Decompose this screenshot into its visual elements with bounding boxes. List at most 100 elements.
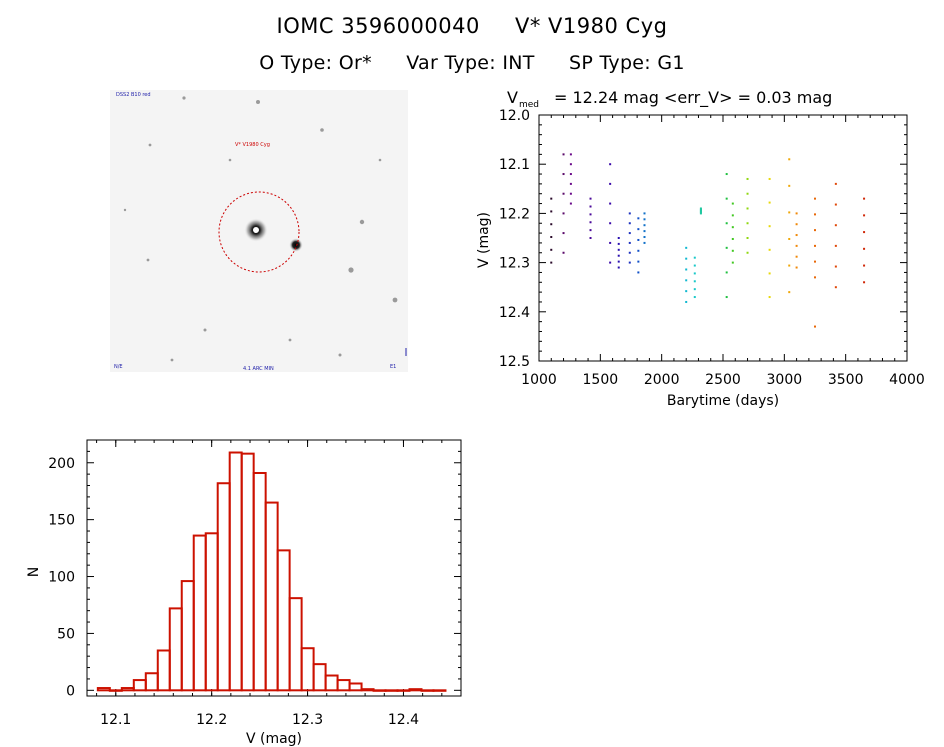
lc-point [795,255,798,258]
lc-point [693,296,696,299]
lc-point [550,197,553,200]
lc-point [731,226,734,229]
lc-point [589,221,592,224]
lc-point [628,251,631,254]
lc-point [637,260,640,263]
lc-point [731,214,734,217]
hist-ytick-label: 150 [48,513,75,529]
lc-point [562,173,565,176]
lc-point [814,276,816,279]
lc-ylabel: V (mag) [476,212,492,268]
lc-point [617,266,620,269]
lc-ytick-label: 12.0 [499,108,530,124]
lc-xtick-label: 4000 [889,372,925,388]
image-label-target: V* V1980 Cyg [235,142,270,148]
lc-point [637,238,640,241]
lc-point [814,244,816,247]
lc-title-v: V [507,88,518,107]
lc-point [685,300,688,303]
lc-title-sub: med [519,100,539,110]
lc-point [746,222,749,225]
lc-point [725,197,728,200]
lc-point [569,202,572,205]
hist-bar [336,679,351,692]
sky-image: DSS2 B10 red V* V1980 Cyg N/E 4.1 ARC MI… [110,90,408,372]
lc-point [834,244,837,247]
lc-point [725,296,728,299]
lc-point [699,212,702,215]
lc-point [814,197,816,200]
hist-bar [432,689,447,692]
lc-point [550,223,553,226]
lc-point [788,211,791,214]
lc-point [589,197,592,200]
lc-point [814,260,816,263]
lc-point [550,210,553,213]
lc-point [637,217,640,220]
title-line-2: O Type: Or* Var Type: INT SP Type: G1 [0,52,944,74]
title-line-1: IOMC 3596000040 V* V1980 Cyg [0,14,944,38]
lc-point [637,271,640,274]
lc-point [795,234,798,237]
lc-point [569,192,572,195]
hist-bar [204,532,219,692]
hist-xtick-label: 12.4 [388,712,419,728]
hist-ylabel: N [26,567,42,577]
lc-point [628,232,631,235]
star-name: V* V1980 Cyg [515,14,668,38]
lc-point [643,236,646,239]
lc-ytick-label: 12.3 [499,256,530,272]
lc-point [834,182,837,185]
lc-point [863,247,866,250]
lc-point [863,281,866,284]
hist-bar [120,687,135,692]
hist-bar [168,607,183,692]
hist-bar [132,679,147,692]
lc-point [788,184,791,187]
hist-xlabel: V (mag) [246,731,302,747]
hist-bar [96,687,111,692]
lc-point [628,222,631,225]
lc-point [617,237,620,239]
lc-point [643,230,646,233]
lc-point [685,268,688,271]
lc-point [569,182,572,185]
hist-bar [240,452,255,692]
hist-bar [216,482,231,692]
lc-point [589,237,592,239]
lc-point [609,241,612,244]
lc-point [589,205,592,208]
lc-point [863,231,866,234]
lc-point [863,214,866,217]
o-type: O Type: Or* [259,52,372,74]
lc-point [685,257,688,260]
lc-point [768,248,771,251]
var-type: Var Type: INT [406,52,535,74]
lc-ytick-label: 12.5 [499,354,530,370]
lc-point [609,261,612,264]
lc-point [795,244,798,247]
hist-bar [288,597,303,692]
lc-point [628,212,631,215]
lc-point [746,177,749,180]
lc-point [834,265,837,268]
lc-point [725,222,728,225]
lc-point [731,237,734,240]
hist-bar [228,451,243,692]
lc-point [863,197,866,200]
lc-point [788,264,791,267]
image-label-top-left: DSS2 B10 red [116,92,151,98]
lc-xtick-label: 3000 [767,372,803,388]
hist-bar [372,689,387,692]
lc-point [589,213,592,216]
hist-bar [396,689,411,692]
hist-bar [180,580,195,692]
hist-bar [324,674,339,692]
lc-point [731,261,734,264]
lc-point [788,291,791,294]
lc-point [693,256,696,259]
target-circle [218,191,300,273]
lc-point [725,271,728,274]
image-label-bottom-right: E1 [390,364,396,370]
hist-bar [360,688,375,692]
